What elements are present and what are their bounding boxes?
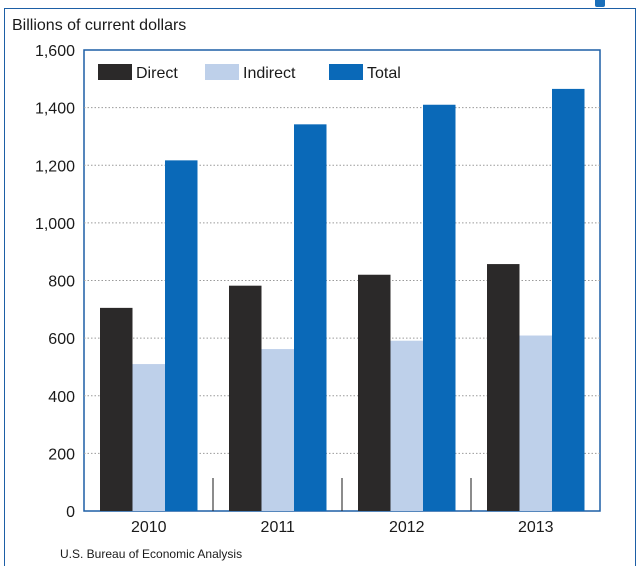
y-tick-label: 400 <box>48 389 75 406</box>
legend-label-total: Total <box>367 65 401 82</box>
bar-total-2010 <box>165 160 198 511</box>
bar-indirect-2013 <box>519 335 552 511</box>
x-tick-label: 2013 <box>518 519 554 536</box>
bar-indirect-2011 <box>261 349 294 511</box>
y-tick-label: 800 <box>48 274 75 291</box>
y-tick-label: 1,000 <box>35 216 75 233</box>
y-tick-label: 0 <box>66 504 75 521</box>
legend-swatch-direct <box>98 64 132 80</box>
y-tick-label: 1,400 <box>35 101 75 118</box>
legend-label-indirect: Indirect <box>243 65 296 82</box>
bar-direct-2010 <box>100 307 133 511</box>
bar-total-2011 <box>294 124 327 512</box>
x-tick-label: 2010 <box>131 519 167 536</box>
x-tick-label: 2011 <box>261 519 296 536</box>
y-tick-label: 1,200 <box>35 158 75 175</box>
top-strip <box>275 0 642 10</box>
bar-direct-2012 <box>358 274 391 511</box>
y-tick-label: 1,600 <box>35 43 75 60</box>
legend-swatch-total <box>329 64 363 80</box>
bar-indirect-2012 <box>390 340 423 511</box>
bar-direct-2011 <box>229 285 262 511</box>
y-axis-title: Billions of current dollars <box>12 17 187 34</box>
x-tick-label: 2012 <box>389 519 425 536</box>
bar-indirect-2010 <box>132 364 165 511</box>
bar-direct-2013 <box>487 264 520 511</box>
chart-frame <box>4 8 636 566</box>
legend-swatch-indirect <box>205 64 239 80</box>
bar-total-2012 <box>423 104 456 512</box>
source-note: U.S. Bureau of Economic Analysis <box>60 547 243 561</box>
bar-total-2013 <box>552 88 585 511</box>
legend-label-direct: Direct <box>136 65 178 82</box>
y-tick-label: 200 <box>48 446 75 463</box>
y-tick-label: 600 <box>48 331 75 348</box>
header-fragment <box>595 0 605 7</box>
